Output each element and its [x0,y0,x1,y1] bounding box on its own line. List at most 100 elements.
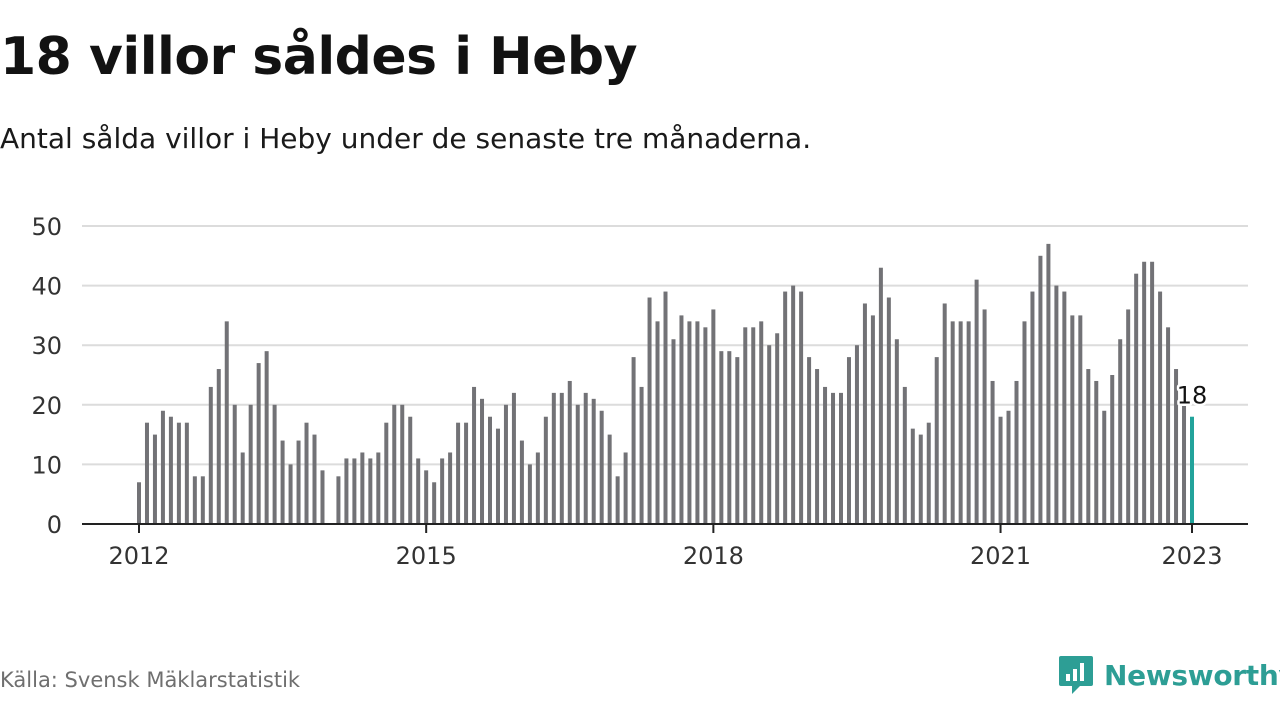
bar [200,476,205,524]
bar [974,279,979,524]
x-tick-label: 2023 [1161,542,1222,570]
source-note: Källa: Svensk Mäklarstatistik [0,668,301,692]
bar [1054,285,1059,524]
bar [567,380,572,524]
bar [256,363,261,524]
bar [216,369,221,524]
bar [503,404,508,524]
x-tick-label: 2018 [683,542,744,570]
bar [966,321,971,524]
bar [168,416,173,524]
y-tick-label: 50 [31,213,62,241]
bar [424,470,429,524]
bar [296,440,301,524]
bar [408,416,413,524]
newsworthy-logo-icon [1059,656,1093,694]
bar [352,458,357,524]
bar [1086,369,1091,524]
x-tick-label: 2021 [970,542,1031,570]
bar [1102,410,1107,524]
bar [1182,404,1187,524]
bar [862,303,867,524]
bar [695,321,700,524]
bar [1030,291,1035,524]
bar [958,321,963,524]
bar [767,345,772,524]
highlight-value-label: 18 [1177,382,1208,410]
bar [799,291,804,524]
bar [950,321,955,524]
bar [870,315,875,524]
brand-name: Newsworthy [1104,658,1280,692]
bar [631,357,636,524]
chart-subtitle: Antal sålda villor i Heby under de senas… [0,122,812,155]
bar [448,452,453,524]
bar [1070,315,1075,524]
axes: 2012 2015 2018 2021 2023 [82,523,1248,570]
bar [519,440,524,524]
bar [727,351,732,524]
bar [1006,410,1011,524]
y-tick-label: 40 [31,273,62,301]
bar [464,422,469,524]
bar [878,267,883,524]
bar [1046,243,1051,524]
bar [591,398,596,524]
bar [559,392,564,524]
bar [1022,321,1027,524]
bar [639,386,644,524]
x-tick-label: 2012 [108,542,169,570]
bar [815,369,820,524]
bar [791,285,796,524]
bar [392,404,397,524]
bar [472,386,477,524]
bar [495,428,500,524]
bar [823,386,828,524]
bar [344,458,349,524]
bar [248,404,253,524]
bar [543,416,548,524]
bar [1158,291,1163,524]
bar [1014,380,1019,524]
bar [910,428,915,524]
bar [719,351,724,524]
bar [942,303,947,524]
bar [432,482,437,524]
bar [583,392,588,524]
bar [886,297,891,524]
brand-logo[interactable]: Newsworthy [1058,652,1280,698]
bar [703,327,708,524]
x-tick-label: 2015 [396,542,457,570]
bar [384,422,389,524]
bar [312,434,317,524]
bar [998,416,1003,524]
bar [743,327,748,524]
bar [711,309,716,524]
bar [775,333,780,524]
bar [1142,261,1147,524]
bar [1126,309,1131,524]
chart-title: 18 villor såldes i Heby [0,27,638,87]
bar [240,452,245,524]
bar [160,410,165,524]
y-tick-label: 20 [31,392,62,420]
bar [615,476,620,524]
bar [480,398,485,524]
y-tick-label: 0 [47,511,62,539]
bar [894,339,899,524]
bar [551,392,556,524]
bar [902,386,907,524]
bar [663,291,668,524]
bar [288,464,293,524]
bar [679,315,684,524]
bar [918,434,923,524]
bar [368,458,373,524]
bar [647,297,652,524]
bar [990,380,995,524]
bar [440,458,445,524]
bar [144,422,149,524]
bar [655,321,660,524]
bar [846,357,851,524]
